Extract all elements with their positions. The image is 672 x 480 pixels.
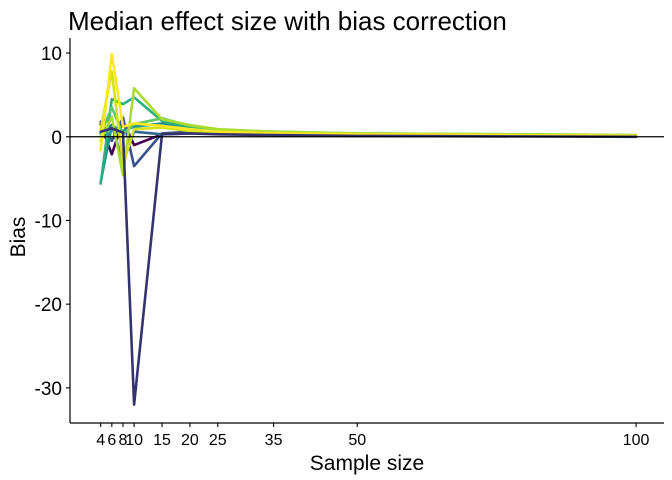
y-tick-label: 10 [41,44,62,65]
x-tick-label: 100 [623,432,650,449]
y-axis-title: Bias [7,217,30,258]
y-axis: 10 0 -10 -20 -30 [35,38,71,423]
plot-area [70,52,664,406]
series-line-10 [99,127,638,406]
x-axis-title: Sample size [310,452,424,475]
y-tick-label: -20 [35,295,62,316]
chart-title: Median effect size with bias correction [68,6,507,36]
x-tick-label: 8 [119,432,128,449]
x-tick-label: 50 [348,432,366,449]
y-tick-label: -30 [35,379,62,400]
series-line-5 [99,96,638,185]
x-axis: 4 6 810 15 20 25 35 50 100 [70,422,664,449]
x-tick-label: 35 [265,432,283,449]
x-tick-label: 20 [181,432,199,449]
x-tick-label: 6 [107,432,116,449]
series-line-8 [99,70,638,166]
series-line-9 [99,52,638,152]
x-tick-label: 25 [209,432,227,449]
x-tick-label: 15 [153,432,171,449]
y-tick-label: -10 [35,211,62,232]
y-tick-label: 0 [51,128,62,149]
x-tick-label: 4 [96,432,105,449]
x-tick-label: 10 [125,432,143,449]
